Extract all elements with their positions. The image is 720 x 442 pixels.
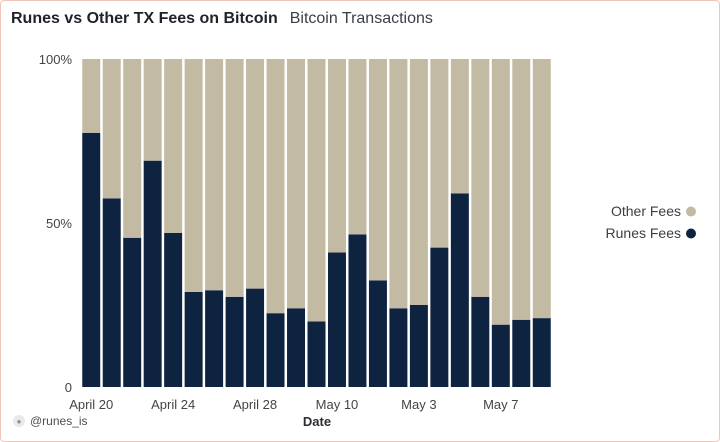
- user-icon: ●: [13, 415, 25, 427]
- x-tick-label: April 20: [69, 397, 113, 412]
- legend-label: Other Fees: [611, 203, 681, 219]
- bar-other-fees: [450, 59, 469, 194]
- bar-runes-fees: [102, 198, 121, 387]
- bar-other-fees: [164, 59, 183, 233]
- bar-runes-fees: [491, 324, 510, 387]
- bar-runes-fees: [184, 291, 203, 387]
- x-tick-label: May 10: [316, 397, 359, 412]
- legend-swatch: [686, 206, 696, 217]
- bar-other-fees: [348, 59, 367, 235]
- bar-runes-fees: [266, 313, 285, 387]
- bar-other-fees: [287, 59, 306, 309]
- bar-other-fees: [307, 59, 326, 322]
- y-tick-label: 50%: [46, 216, 72, 231]
- bar-other-fees: [82, 59, 101, 133]
- bar-runes-fees: [409, 305, 428, 387]
- bar-other-fees: [471, 59, 490, 297]
- x-tick-label: May 3: [401, 397, 436, 412]
- bar-other-fees: [102, 59, 121, 199]
- bar-other-fees: [409, 59, 428, 305]
- bar-runes-fees: [164, 232, 183, 387]
- bar-runes-fees: [123, 237, 142, 387]
- x-axis-label: Date: [303, 414, 331, 429]
- bar-runes-fees: [348, 234, 367, 387]
- bar-other-fees: [368, 59, 387, 281]
- bar-runes-fees: [225, 296, 244, 387]
- bar-other-fees: [225, 59, 244, 297]
- bar-runes-fees: [450, 193, 469, 387]
- bar-other-fees: [512, 59, 531, 320]
- bar-runes-fees: [143, 160, 162, 387]
- chart-subtitle: Bitcoin Transactions: [289, 10, 433, 27]
- x-tick-label: April 28: [233, 397, 277, 412]
- bar-runes-fees: [327, 252, 346, 387]
- bar-other-fees: [246, 59, 265, 289]
- bar-runes-fees: [246, 288, 265, 387]
- bar-runes-fees: [532, 318, 551, 387]
- footer-handle: @runes_is: [30, 414, 88, 428]
- bar-other-fees: [184, 59, 203, 292]
- chart-title: Runes vs Other TX Fees on Bitcoin: [11, 10, 278, 27]
- bar-other-fees: [327, 59, 346, 253]
- y-tick-label: 100%: [39, 52, 73, 67]
- legend-label: Runes Fees: [606, 225, 681, 241]
- bar-other-fees: [123, 59, 142, 238]
- y-tick-label: 0: [65, 380, 72, 395]
- bar-other-fees: [430, 59, 449, 248]
- bar-other-fees: [143, 59, 162, 161]
- x-tick-label: May 7: [483, 397, 518, 412]
- bar-runes-fees: [368, 280, 387, 387]
- chart-header: Runes vs Other TX Fees on Bitcoin Bitcoi…: [11, 10, 433, 28]
- bar-runes-fees: [82, 132, 101, 387]
- bar-runes-fees: [287, 308, 306, 387]
- bar-runes-fees: [307, 321, 326, 387]
- bar-runes-fees: [205, 290, 224, 387]
- bar-runes-fees: [471, 296, 490, 387]
- bar-other-fees: [389, 59, 408, 309]
- bar-runes-fees: [389, 308, 408, 387]
- bar-other-fees: [266, 59, 285, 314]
- bar-runes-fees: [430, 247, 449, 387]
- x-tick-label: April 24: [151, 397, 195, 412]
- bar-runes-fees: [512, 319, 531, 387]
- footer: ● @runes_is: [13, 414, 88, 428]
- bar-other-fees: [491, 59, 510, 325]
- bar-other-fees: [205, 59, 224, 291]
- legend-swatch: [686, 228, 696, 239]
- bar-other-fees: [532, 59, 551, 319]
